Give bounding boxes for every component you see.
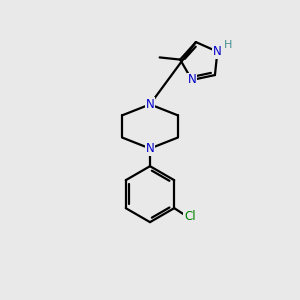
Text: N: N xyxy=(146,98,154,111)
Text: H: H xyxy=(224,40,232,50)
Text: N: N xyxy=(188,74,196,86)
Text: Cl: Cl xyxy=(184,210,196,223)
Text: N: N xyxy=(146,142,154,155)
Text: N: N xyxy=(213,45,222,58)
